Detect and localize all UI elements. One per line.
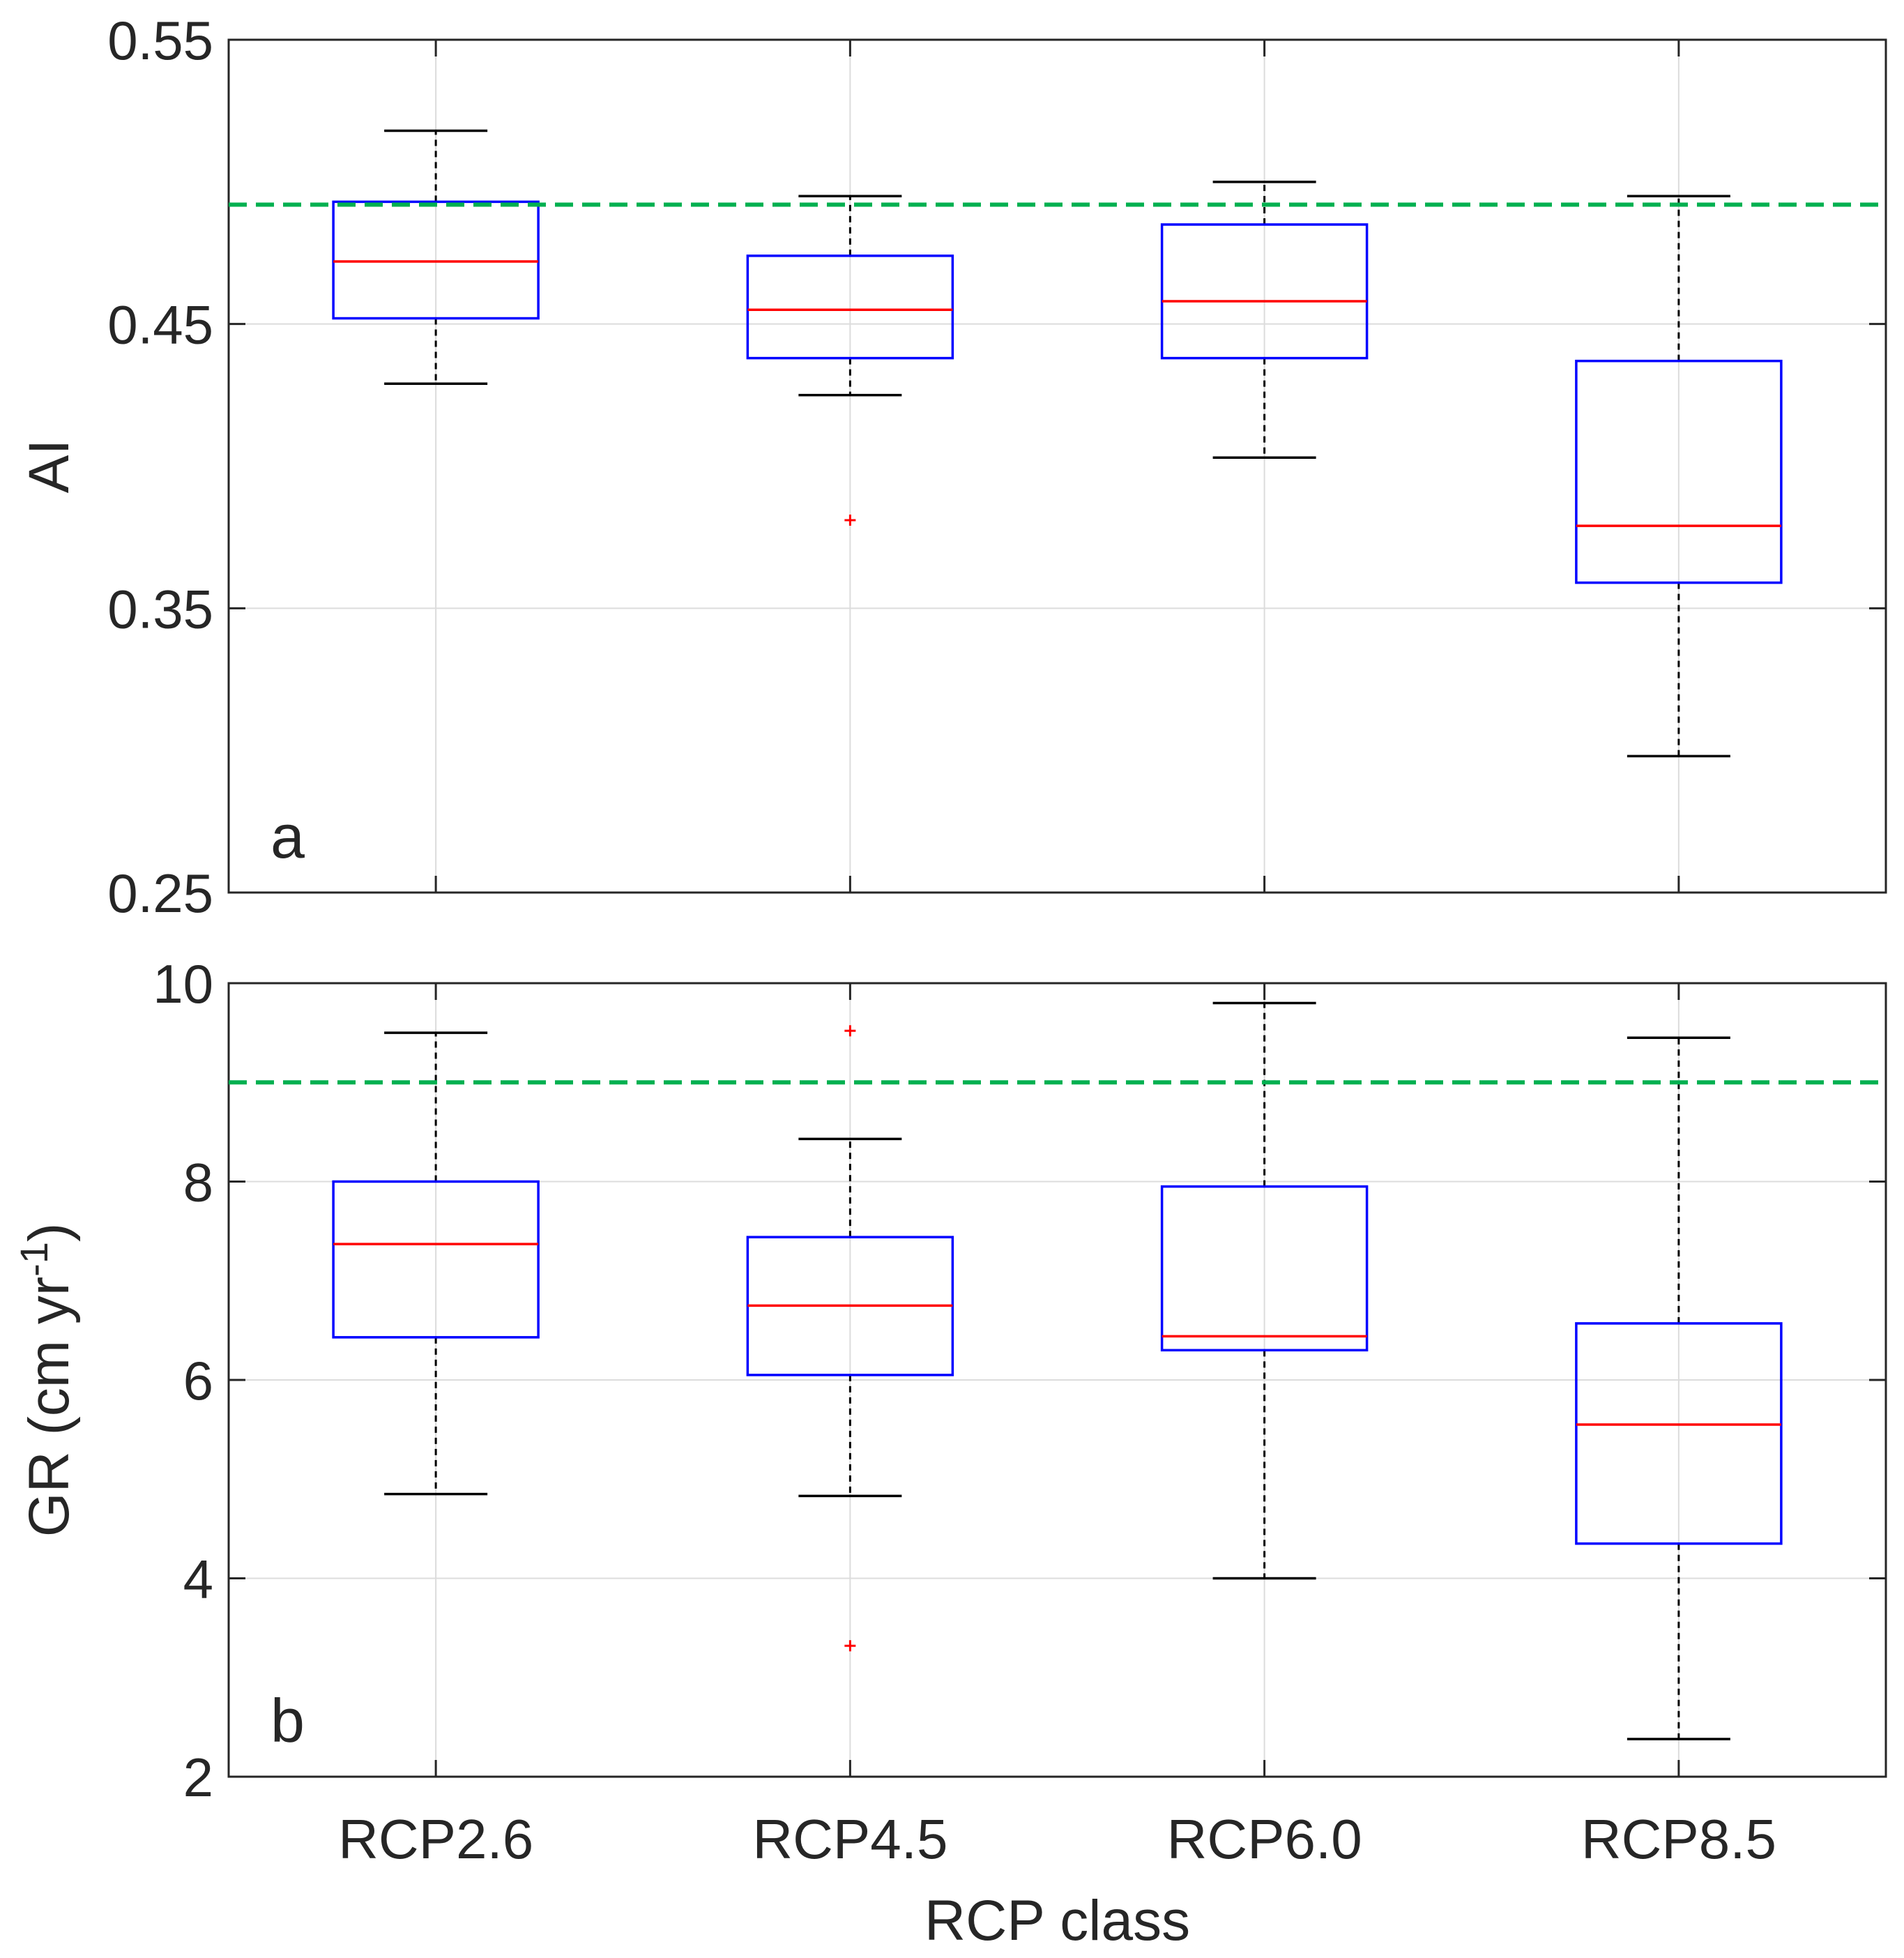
y-tick-label: 6 (183, 1350, 213, 1411)
panel-label: b (271, 1686, 305, 1755)
x-tick-label: RCP2.6 (338, 1808, 533, 1870)
outlier-marker (844, 514, 856, 526)
y-axis-label: GR (cm yr-1) (12, 1223, 81, 1538)
y-tick-label: 0.25 (107, 863, 213, 924)
iqr-box (1575, 359, 1783, 584)
x-axis-label: RCP class (924, 1889, 1190, 1952)
box-RCP8.5 (1575, 1036, 1783, 1740)
y-axis-label-main: AI (17, 439, 81, 493)
iqr-box (1160, 223, 1369, 360)
box-RCP6.0 (1160, 181, 1369, 460)
y-axis-label-main: GR (cm yr (17, 1277, 81, 1537)
y-tick-label: 10 (153, 953, 213, 1015)
x-tick-label: RCP8.5 (1581, 1808, 1776, 1870)
iqr-box (746, 255, 954, 360)
y-tick-label: 0.55 (107, 10, 213, 71)
outlier-marker (844, 1640, 856, 1652)
axes-frame (227, 38, 1887, 894)
y-axis-label: AI (17, 439, 81, 493)
y-tick-label: 2 (183, 1747, 213, 1808)
box-RCP2.6 (332, 1031, 540, 1496)
iqr-box (332, 200, 540, 320)
box-RCP6.0 (1160, 1001, 1369, 1580)
panel-label: a (271, 802, 305, 871)
y-axis-label-superscript: -1 (12, 1242, 56, 1277)
iqr-box (332, 1180, 540, 1339)
iqr-box (1160, 1185, 1369, 1352)
y-tick-label: 0.35 (107, 578, 213, 639)
box-RCP8.5 (1575, 195, 1783, 758)
y-tick-label: 4 (183, 1549, 213, 1610)
x-tick-label: RCP6.0 (1167, 1808, 1362, 1870)
x-tick-label: RCP4.5 (752, 1808, 947, 1870)
box-RCP4.5 (746, 195, 954, 526)
box-RCP2.6 (332, 129, 540, 386)
iqr-box (1575, 1322, 1783, 1545)
panel-a: 0.25 0.35 0.45 0.55 a AI (17, 10, 1887, 924)
y-tick-label: 0.45 (107, 294, 213, 356)
outlier-marker (844, 1025, 856, 1037)
y-axis-label-suffix: ) (17, 1223, 81, 1242)
box-RCP4.5 (746, 1025, 954, 1652)
panel-b: 2 4 6 8 10 b GR (cm yr-1) RCP2.6 RCP4.5 RCP6.0 RCP… (12, 953, 1887, 1952)
y-tick-label: 8 (183, 1152, 213, 1213)
